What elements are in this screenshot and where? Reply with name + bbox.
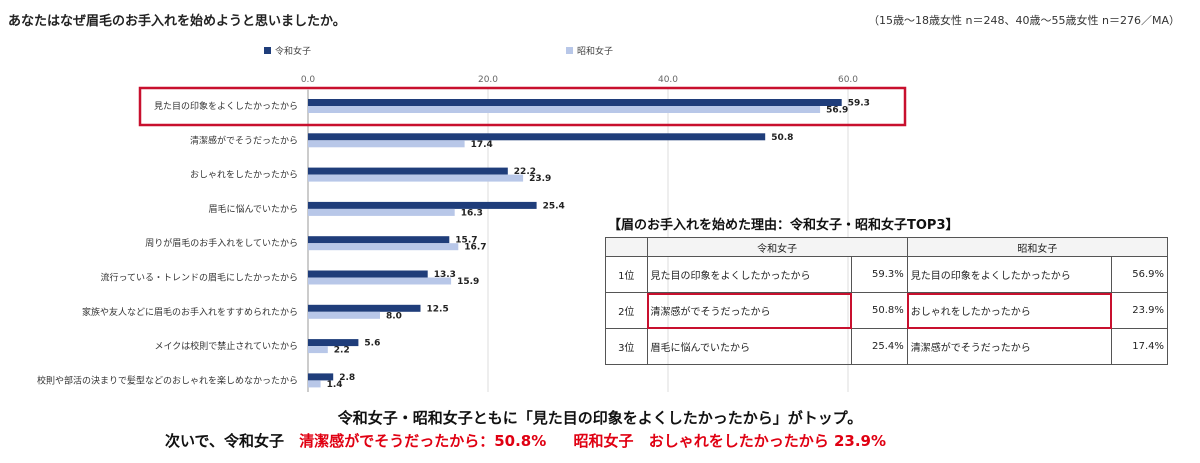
top3-rank: 2位 xyxy=(605,292,648,329)
value-label-reiwa: 25.4 xyxy=(543,201,565,211)
top3-row: 1位 見た目の印象をよくしたかったから 59.3% 見た目の印象をよくしたかった… xyxy=(605,256,1168,293)
legend-swatch-reiwa xyxy=(264,47,271,54)
conclusion-line1: 令和女子・昭和女子ともに「見た目の印象をよくしたかったから」がトップ。 xyxy=(337,409,863,427)
category-label: 校則や部活の決まりで髪型などのおしゃれを楽しめなかったから xyxy=(37,374,298,386)
conclusion-showa: おしゃれをしたかったから 23.9% xyxy=(648,432,886,450)
bar-reiwa xyxy=(308,373,334,381)
bar-reiwa xyxy=(308,304,421,312)
top3-showa-pct: 56.9% xyxy=(1111,256,1168,293)
sample-note: （15歳～18歳女性 n＝248、40歳～55歳女性 n＝276／MA） xyxy=(868,14,1180,27)
x-tick-label: 0.0 xyxy=(301,75,316,85)
top3-showa-pct: 17.4% xyxy=(1111,328,1168,365)
conclusion-line2: 次いで、令和女子 清潔感がでそうだったから：50.8% 昭和女子 おしゃれをした… xyxy=(165,430,886,451)
top3-row: 2位 清潔感がでそうだったから 50.8% おしゃれをしたかったから 23.9% xyxy=(605,292,1168,329)
top3-rank: 1位 xyxy=(605,256,648,293)
legend-item-showa: 昭和女子 xyxy=(566,44,613,57)
top3-showa-reason: 見た目の印象をよくしたかったから xyxy=(906,256,1113,293)
bar-showa xyxy=(308,243,459,251)
bar-showa xyxy=(308,277,452,285)
value-label-reiwa: 13.3 xyxy=(434,270,456,280)
value-label-showa: 2.2 xyxy=(334,346,350,356)
value-label-showa: 15.9 xyxy=(457,277,479,287)
bar-reiwa xyxy=(308,236,450,244)
legend-item-reiwa: 令和女子 xyxy=(264,44,311,57)
top3-title: 【眉のお手入れを始めた理由：令和女子・昭和女子TOP3】 xyxy=(608,218,959,233)
legend-swatch-showa xyxy=(566,47,573,54)
top3-table: 令和女子 昭和女子 1位 見た目の印象をよくしたかったから 59.3% 見た目の… xyxy=(605,237,1169,365)
value-label-reiwa: 59.3 xyxy=(848,99,870,109)
top3-showa-reason: おしゃれをしたかったから xyxy=(906,292,1113,329)
bar-reiwa xyxy=(308,339,359,347)
bar-reiwa xyxy=(308,133,766,141)
value-label-reiwa: 15.7 xyxy=(455,236,477,246)
value-label-showa: 56.9 xyxy=(826,106,848,116)
bar-reiwa xyxy=(308,99,842,106)
value-label-showa: 16.3 xyxy=(461,208,483,218)
conclusion-showa-label: 昭和女子 xyxy=(573,432,634,450)
value-label-reiwa: 22.2 xyxy=(514,167,536,177)
conclusion-prefix: 次いで、令和女子 xyxy=(165,432,284,450)
top3-header-row: 令和女子 昭和女子 xyxy=(605,237,1169,257)
top3-showa-pct: 23.9% xyxy=(1111,292,1168,329)
bar-reiwa xyxy=(308,167,508,175)
top3-row: 3位 眉毛に悩んでいたから 25.4% 清潔感がでそうだったから 17.4% xyxy=(605,328,1168,365)
legend-label-reiwa: 令和女子 xyxy=(275,47,312,57)
category-label: 見た目の印象をよくしたかったから xyxy=(154,100,298,112)
top3-reiwa-reason: 清潔感がでそうだったから xyxy=(646,292,853,329)
bar-reiwa xyxy=(308,201,537,209)
top3-header-showa: 昭和女子 xyxy=(906,237,1169,257)
top3-header-reiwa: 令和女子 xyxy=(646,237,908,257)
top3-reiwa-pct: 25.4% xyxy=(851,328,908,365)
top3-reiwa-reason: 見た目の印象をよくしたかったから xyxy=(646,256,853,293)
conclusion-reiwa: 清潔感がでそうだったから：50.8% xyxy=(299,432,547,450)
category-label: 流行っている・トレンドの眉毛にしたかったから xyxy=(100,272,298,284)
value-label-showa: 1.4 xyxy=(327,380,343,390)
x-tick-label: 40.0 xyxy=(658,75,678,85)
bar-reiwa xyxy=(308,270,428,278)
value-label-reiwa: 12.5 xyxy=(427,304,449,314)
category-label: 周りが眉毛のお手入れをしていたから xyxy=(145,237,298,249)
bar-showa xyxy=(308,106,821,113)
top3-rank: 3位 xyxy=(605,328,648,365)
bar-showa xyxy=(308,380,321,388)
value-label-showa: 16.7 xyxy=(464,243,486,253)
legend-label-showa: 昭和女子 xyxy=(577,47,614,57)
bar-showa xyxy=(308,311,380,319)
bar-showa xyxy=(308,346,328,354)
x-tick-label: 60.0 xyxy=(838,75,858,85)
bar-showa xyxy=(308,174,524,182)
category-label: 清潔感がでそうだったから xyxy=(190,134,298,146)
value-label-reiwa: 5.6 xyxy=(364,339,380,349)
top3-reiwa-pct: 59.3% xyxy=(851,256,908,293)
top3-showa-reason: 清潔感がでそうだったから xyxy=(906,328,1113,365)
category-label: メイクは校則で禁止されていたから xyxy=(154,340,298,352)
value-label-showa: 23.9 xyxy=(529,174,551,184)
category-label: おしゃれをしたかったから xyxy=(190,170,298,181)
top3-reiwa-reason: 眉毛に悩んでいたから xyxy=(646,328,853,365)
value-label-reiwa: 2.8 xyxy=(339,373,355,383)
category-label: 眉毛に悩んでいたから xyxy=(208,203,298,215)
value-label-showa: 17.4 xyxy=(471,140,493,150)
highlight-box xyxy=(138,86,907,127)
x-tick-label: 20.0 xyxy=(478,75,498,85)
value-label-reiwa: 50.8 xyxy=(771,133,793,143)
bar-showa xyxy=(308,140,465,148)
category-label: 家族や友人などに眉毛のお手入れをすすめられたから xyxy=(82,306,298,318)
top3-header-blank xyxy=(605,237,648,257)
bar-showa xyxy=(308,208,455,216)
top3-reiwa-pct: 50.8% xyxy=(851,292,908,329)
question-title: あなたはなぜ眉毛のお手入れを始めようと思いましたか。 xyxy=(8,14,346,29)
value-label-showa: 8.0 xyxy=(386,311,402,321)
